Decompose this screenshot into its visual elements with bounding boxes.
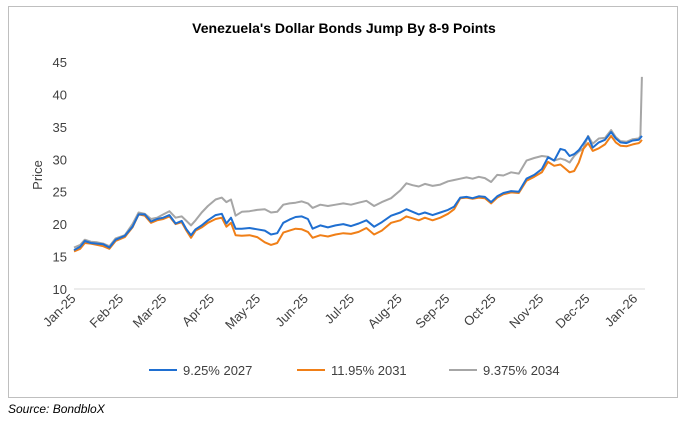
- y-tick-label: 10: [53, 282, 67, 297]
- y-tick-label: 35: [53, 120, 67, 135]
- x-tick-label: Mar-25: [130, 291, 170, 331]
- y-tick-label: 45: [53, 55, 67, 70]
- chart-svg: Venezuela's Dollar Bonds Jump By 8-9 Poi…: [30, 20, 645, 378]
- chart-frame: Venezuela's Dollar Bonds Jump By 8-9 Poi…: [8, 6, 678, 398]
- x-tick-label: Jan-26: [602, 291, 641, 330]
- x-tick-label: Jul-25: [321, 291, 357, 327]
- legend: 9.25% 2027 11.95% 2031 9.375% 2034: [149, 363, 560, 378]
- x-tick-label: Oct-25: [461, 291, 499, 329]
- legend-label: 9.25% 2027: [183, 363, 252, 378]
- y-tick-label: 40: [53, 87, 67, 102]
- chart-title: Venezuela's Dollar Bonds Jump By 8-9 Poi…: [192, 20, 496, 36]
- y-tick-label: 25: [53, 185, 67, 200]
- series-line: [73, 131, 643, 251]
- x-tick-labels: Jan-25 Feb-25 Mar-25 Apr-25 May-25 Jun-25 Jul-…: [40, 291, 640, 332]
- x-tick-label: Apr-25: [179, 291, 217, 329]
- x-tick-label: Feb-25: [87, 291, 127, 331]
- x-tick-label: Sep-25: [412, 291, 452, 331]
- x-tick-label: May-25: [222, 291, 263, 332]
- legend-label: 11.95% 2031: [331, 363, 407, 378]
- series-lines: [73, 76, 643, 253]
- legend-label: 9.375% 2034: [483, 363, 560, 378]
- x-tick-label: Jun-25: [272, 291, 311, 330]
- y-tick-label: 15: [53, 250, 67, 265]
- x-tick-label: Aug-25: [365, 291, 405, 331]
- y-tick-label: 30: [53, 152, 67, 167]
- y-axis-label: Price: [30, 160, 45, 190]
- source-note: Source: BondbloX: [8, 402, 105, 416]
- y-tick-label: 20: [53, 217, 67, 232]
- x-tick-label: Nov-25: [506, 291, 546, 331]
- x-tick-label: Dec-25: [552, 291, 592, 331]
- series-line: [73, 134, 643, 253]
- y-tick-labels: 10 15 20 25 30 35 40 45: [53, 55, 67, 297]
- series-line: [73, 76, 643, 249]
